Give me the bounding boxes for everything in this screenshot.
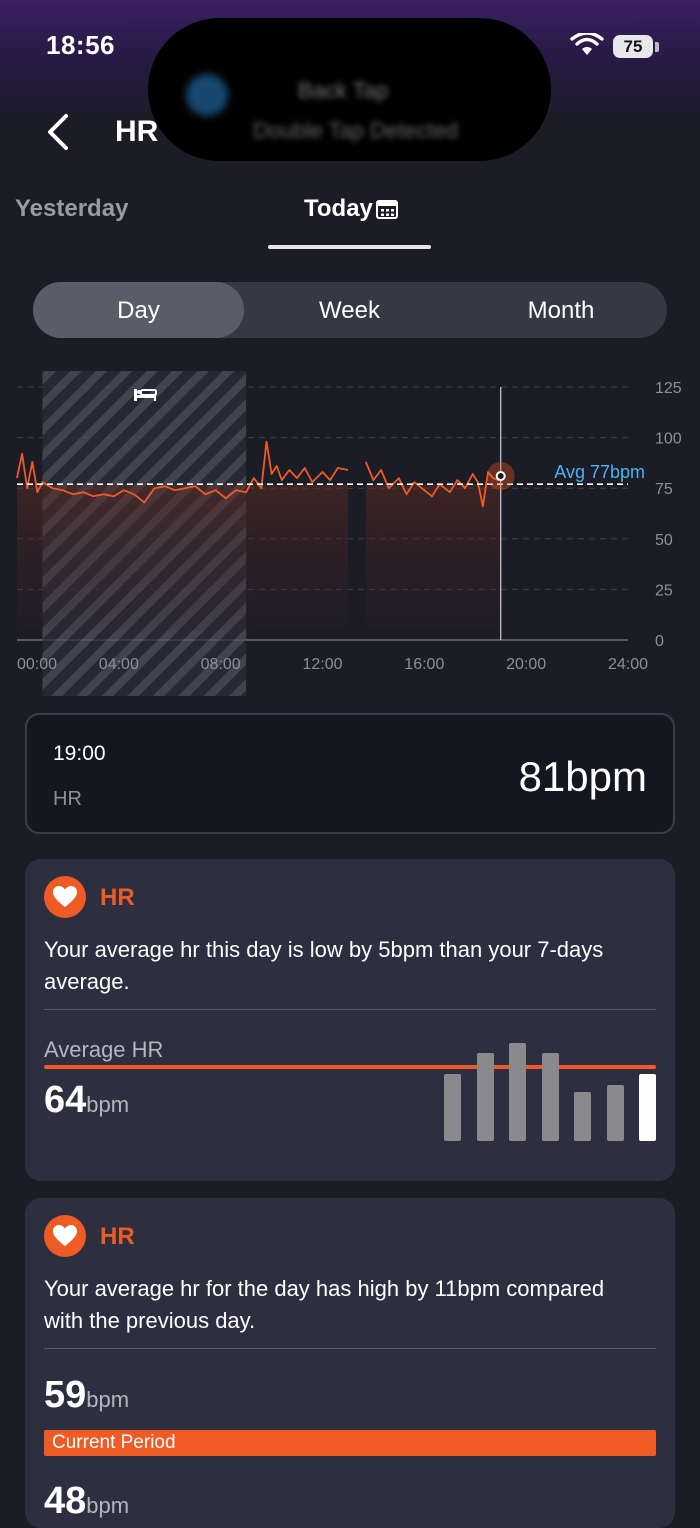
selected-point-card: 19:00 HR 81bpm	[25, 713, 675, 834]
insight-card-weekly: HR Your average hr this day is low by 5b…	[25, 859, 675, 1181]
segment-week[interactable]: Week	[319, 297, 380, 324]
week-day-bar	[541, 1053, 559, 1141]
segment-day[interactable]: Day	[33, 282, 244, 338]
y-tick-label: 0	[655, 633, 664, 650]
x-tick-label: 16:00	[404, 656, 444, 673]
average-hr-value-block: 64bpm	[44, 1079, 129, 1122]
previous-period-value: 48	[44, 1480, 87, 1522]
x-tick-label: 24:00	[608, 656, 648, 673]
average-hr-unit: bpm	[86, 1092, 130, 1117]
x-tick-label: 20:00	[506, 656, 546, 673]
week-day-bar	[444, 1074, 461, 1141]
calendar-icon[interactable]	[376, 198, 398, 220]
y-tick-label: 75	[655, 481, 673, 498]
insight-text: Your average hr this day is low by 5bpm …	[44, 937, 604, 994]
selected-label: HR	[53, 788, 82, 810]
current-period-value: 59	[44, 1374, 87, 1416]
notification-title: Back Tap	[298, 78, 389, 103]
x-tick-label: 08:00	[201, 656, 241, 673]
week-day-bar	[574, 1092, 591, 1141]
average-hr-value: 64	[44, 1079, 87, 1121]
range-area	[365, 484, 501, 630]
selected-value: 81bpm	[518, 753, 647, 800]
week-day-bar	[476, 1053, 494, 1141]
x-tick-label: 12:00	[302, 656, 342, 673]
week-day-bar	[509, 1043, 526, 1141]
current-period-bar: Current Period	[44, 1430, 656, 1456]
previous-period-unit: bpm	[86, 1493, 130, 1518]
week-day-bar	[606, 1085, 624, 1141]
y-tick-label: 50	[655, 532, 673, 549]
heart-icon	[44, 876, 86, 918]
segment-month[interactable]: Month	[527, 297, 595, 324]
x-tick-label: 00:00	[17, 656, 57, 673]
tab-yesterday[interactable]: Yesterday	[15, 195, 129, 222]
current-period-value-block: 59bpm	[44, 1374, 129, 1417]
current-period-unit: bpm	[86, 1387, 130, 1412]
y-tick-label: 25	[655, 582, 673, 599]
active-tab-indicator	[268, 245, 431, 249]
battery-indicator: 75	[613, 35, 653, 58]
insight-card-daily: HR Your average hr for the day has high …	[25, 1198, 675, 1528]
status-time: 18:56	[46, 30, 115, 60]
previous-period-value-block: 48bpm	[44, 1480, 129, 1523]
cursor-point	[495, 471, 506, 482]
divider	[44, 1009, 656, 1010]
back-tap-icon	[186, 74, 228, 116]
y-tick-label: 100	[655, 431, 682, 448]
y-tick-label: 125	[655, 380, 682, 397]
hr-line-chart[interactable]: Avg 77bpm 125 100 75 50 25 0 00:00 04:00 08:00 12…	[0, 365, 700, 700]
hr-series-line	[364, 461, 502, 508]
battery-cap	[655, 42, 659, 52]
tab-today[interactable]: Today	[304, 195, 373, 222]
page-title: HR	[115, 115, 159, 148]
wifi-icon	[570, 33, 604, 55]
range-area	[17, 484, 348, 630]
heart-icon	[44, 1215, 86, 1257]
dynamic-island-notification[interactable]: Back Tap Double Tap Detected	[148, 18, 551, 161]
current-period-label: Current Period	[52, 1432, 176, 1453]
divider	[44, 1348, 656, 1349]
hr-series-line	[16, 440, 349, 504]
insight-text: Your average hr for the day has high by …	[44, 1276, 605, 1333]
average-hr-line	[44, 1065, 656, 1069]
x-tick-label: 04:00	[99, 656, 139, 673]
average-hr-label: Average HR	[44, 1037, 164, 1062]
average-label: Avg 77bpm	[554, 462, 645, 482]
bed-icon	[134, 389, 157, 401]
insight-title: HR	[100, 1223, 135, 1250]
insight-title: HR	[100, 884, 135, 911]
week-day-bar	[639, 1074, 656, 1141]
period-segmented-control: Day Week Month	[33, 282, 667, 338]
selected-time: 19:00	[53, 742, 106, 765]
back-arrow-icon[interactable]	[40, 112, 80, 152]
notification-subtitle: Double Tap Detected	[253, 118, 459, 143]
